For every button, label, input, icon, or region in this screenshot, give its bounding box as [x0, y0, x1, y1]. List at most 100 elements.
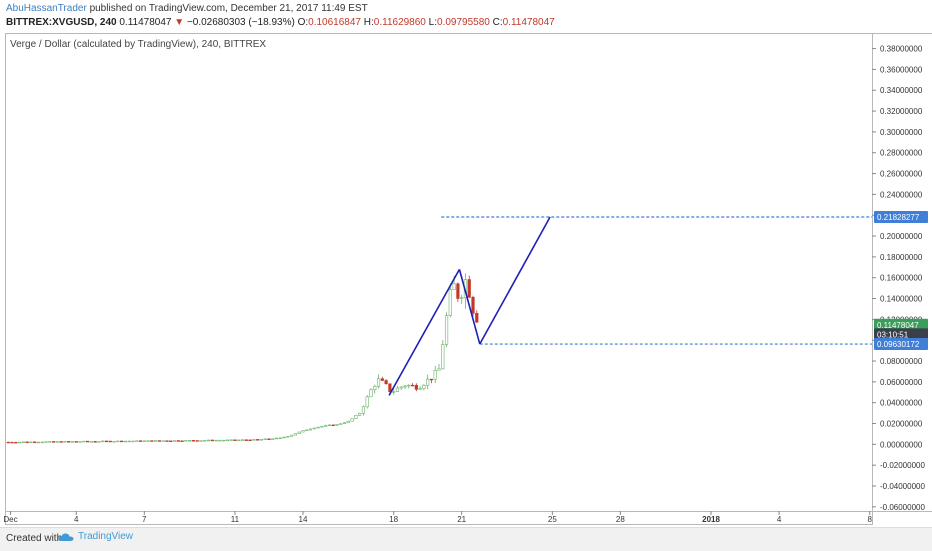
x-tick-label: 14: [299, 515, 308, 524]
y-tick-label: 0.24000000: [880, 190, 923, 199]
candle-body: [376, 378, 381, 387]
candle-body: [471, 296, 475, 314]
y-tick-label: 0.02000000: [880, 420, 923, 429]
x-tick-label: 11: [231, 515, 240, 524]
candle-body: [316, 426, 320, 429]
candle-body: [120, 440, 124, 443]
created-with-text: Created with: [6, 533, 63, 544]
candle-body: [21, 441, 25, 444]
candle-body: [78, 441, 82, 443]
y-tick-label: 0.20000000: [880, 232, 923, 241]
price-axis[interactable]: [873, 33, 932, 512]
candle-body: [191, 440, 196, 442]
candle-body: [18, 441, 22, 444]
candle-body: [233, 439, 237, 441]
footer-bar: Created with TradingView: [0, 527, 932, 551]
candle-body: [210, 439, 214, 442]
candle-body: [456, 283, 460, 299]
candle-body: [460, 297, 464, 299]
candle-body: [184, 440, 188, 442]
candle-body: [301, 430, 305, 433]
candle-body: [97, 441, 101, 443]
candle-body: [361, 406, 366, 414]
candle-body: [14, 441, 18, 444]
candle-body: [74, 441, 78, 443]
y-tick-label: 0.38000000: [880, 45, 923, 54]
candle-body: [67, 441, 71, 443]
y-tick-label: 0.36000000: [880, 65, 923, 74]
time-axis[interactable]: [5, 512, 873, 525]
candle-body: [271, 438, 275, 440]
candle-body: [6, 441, 10, 444]
candle-body: [339, 423, 343, 425]
close-value: 0.11478047: [502, 17, 555, 28]
candle-body: [312, 427, 316, 430]
candle-body: [150, 440, 154, 442]
candle-body: [297, 431, 301, 434]
x-tick-label: 8: [868, 515, 873, 524]
candle-body: [256, 439, 260, 441]
candle-body: [86, 440, 90, 443]
candle-body: [52, 441, 56, 443]
candle-body: [188, 440, 192, 442]
y-tick-label: 0.00000000: [880, 440, 923, 449]
trendline: [479, 216, 551, 345]
chart-svg: 0.38000000 0.36000000 0.34000000 0.32000000…: [3, 45, 928, 524]
trendline: [388, 268, 461, 396]
x-tick-label: 28: [616, 515, 625, 524]
candle-body: [263, 438, 267, 440]
author-link[interactable]: AbuHassanTrader: [6, 3, 87, 14]
y-tick-label: -0.06000000: [880, 503, 925, 512]
candle-body: [33, 441, 37, 444]
candle-body: [373, 386, 377, 390]
candle-body: [176, 440, 180, 442]
price-tag-label: 03:10:51: [877, 330, 909, 339]
candle-body: [407, 384, 411, 387]
candle-body: [180, 440, 184, 442]
candle-body: [418, 388, 422, 390]
candle-body: [63, 441, 67, 443]
candle-body: [25, 441, 29, 444]
candle-body: [452, 283, 456, 291]
tradingview-link[interactable]: TradingView: [58, 531, 133, 542]
candle-body: [274, 437, 279, 440]
candle-body: [154, 440, 158, 442]
candle-body: [112, 441, 116, 443]
candle-body: [448, 289, 452, 316]
y-tick-label: 0.30000000: [880, 128, 923, 137]
candle-body: [40, 441, 44, 444]
candle-body: [237, 439, 241, 442]
candle-body: [441, 344, 445, 370]
candle-body: [135, 440, 139, 442]
candle-body: [199, 440, 203, 442]
candle-body: [131, 440, 135, 443]
chart-pane[interactable]: [5, 33, 873, 512]
price-tag-bg: [874, 328, 928, 341]
candle-body: [104, 440, 109, 443]
candle-body: [433, 369, 437, 380]
x-tick-label: 18: [389, 515, 398, 524]
candle-body: [82, 440, 86, 443]
candle-body: [244, 439, 248, 441]
y-tick-label: 0.34000000: [880, 86, 923, 95]
close-label: C:: [492, 17, 503, 28]
candle-body: [395, 387, 400, 392]
candle-body: [29, 441, 33, 444]
candle-body: [165, 440, 169, 442]
candle-body: [123, 440, 127, 443]
candle-body: [10, 441, 14, 444]
candle-body: [346, 420, 350, 424]
candle-body: [290, 434, 294, 437]
candle-body: [342, 422, 347, 425]
candle-body: [70, 441, 75, 443]
price-tag-bg: [874, 211, 928, 224]
trendline-connector: [458, 269, 481, 345]
candle-body: [335, 424, 339, 426]
candle-body: [225, 439, 230, 442]
candle-body: [203, 440, 207, 442]
candle-body: [161, 440, 165, 442]
candle-body: [467, 279, 471, 298]
open-value: 0.10616847: [308, 17, 361, 28]
y-tick-label: 0.06000000: [880, 378, 923, 387]
candle-body: [350, 418, 354, 422]
